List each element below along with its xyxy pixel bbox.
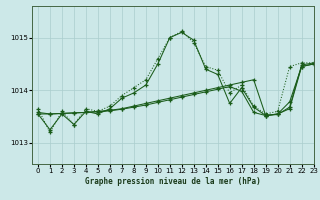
X-axis label: Graphe pression niveau de la mer (hPa): Graphe pression niveau de la mer (hPa) [85, 177, 261, 186]
